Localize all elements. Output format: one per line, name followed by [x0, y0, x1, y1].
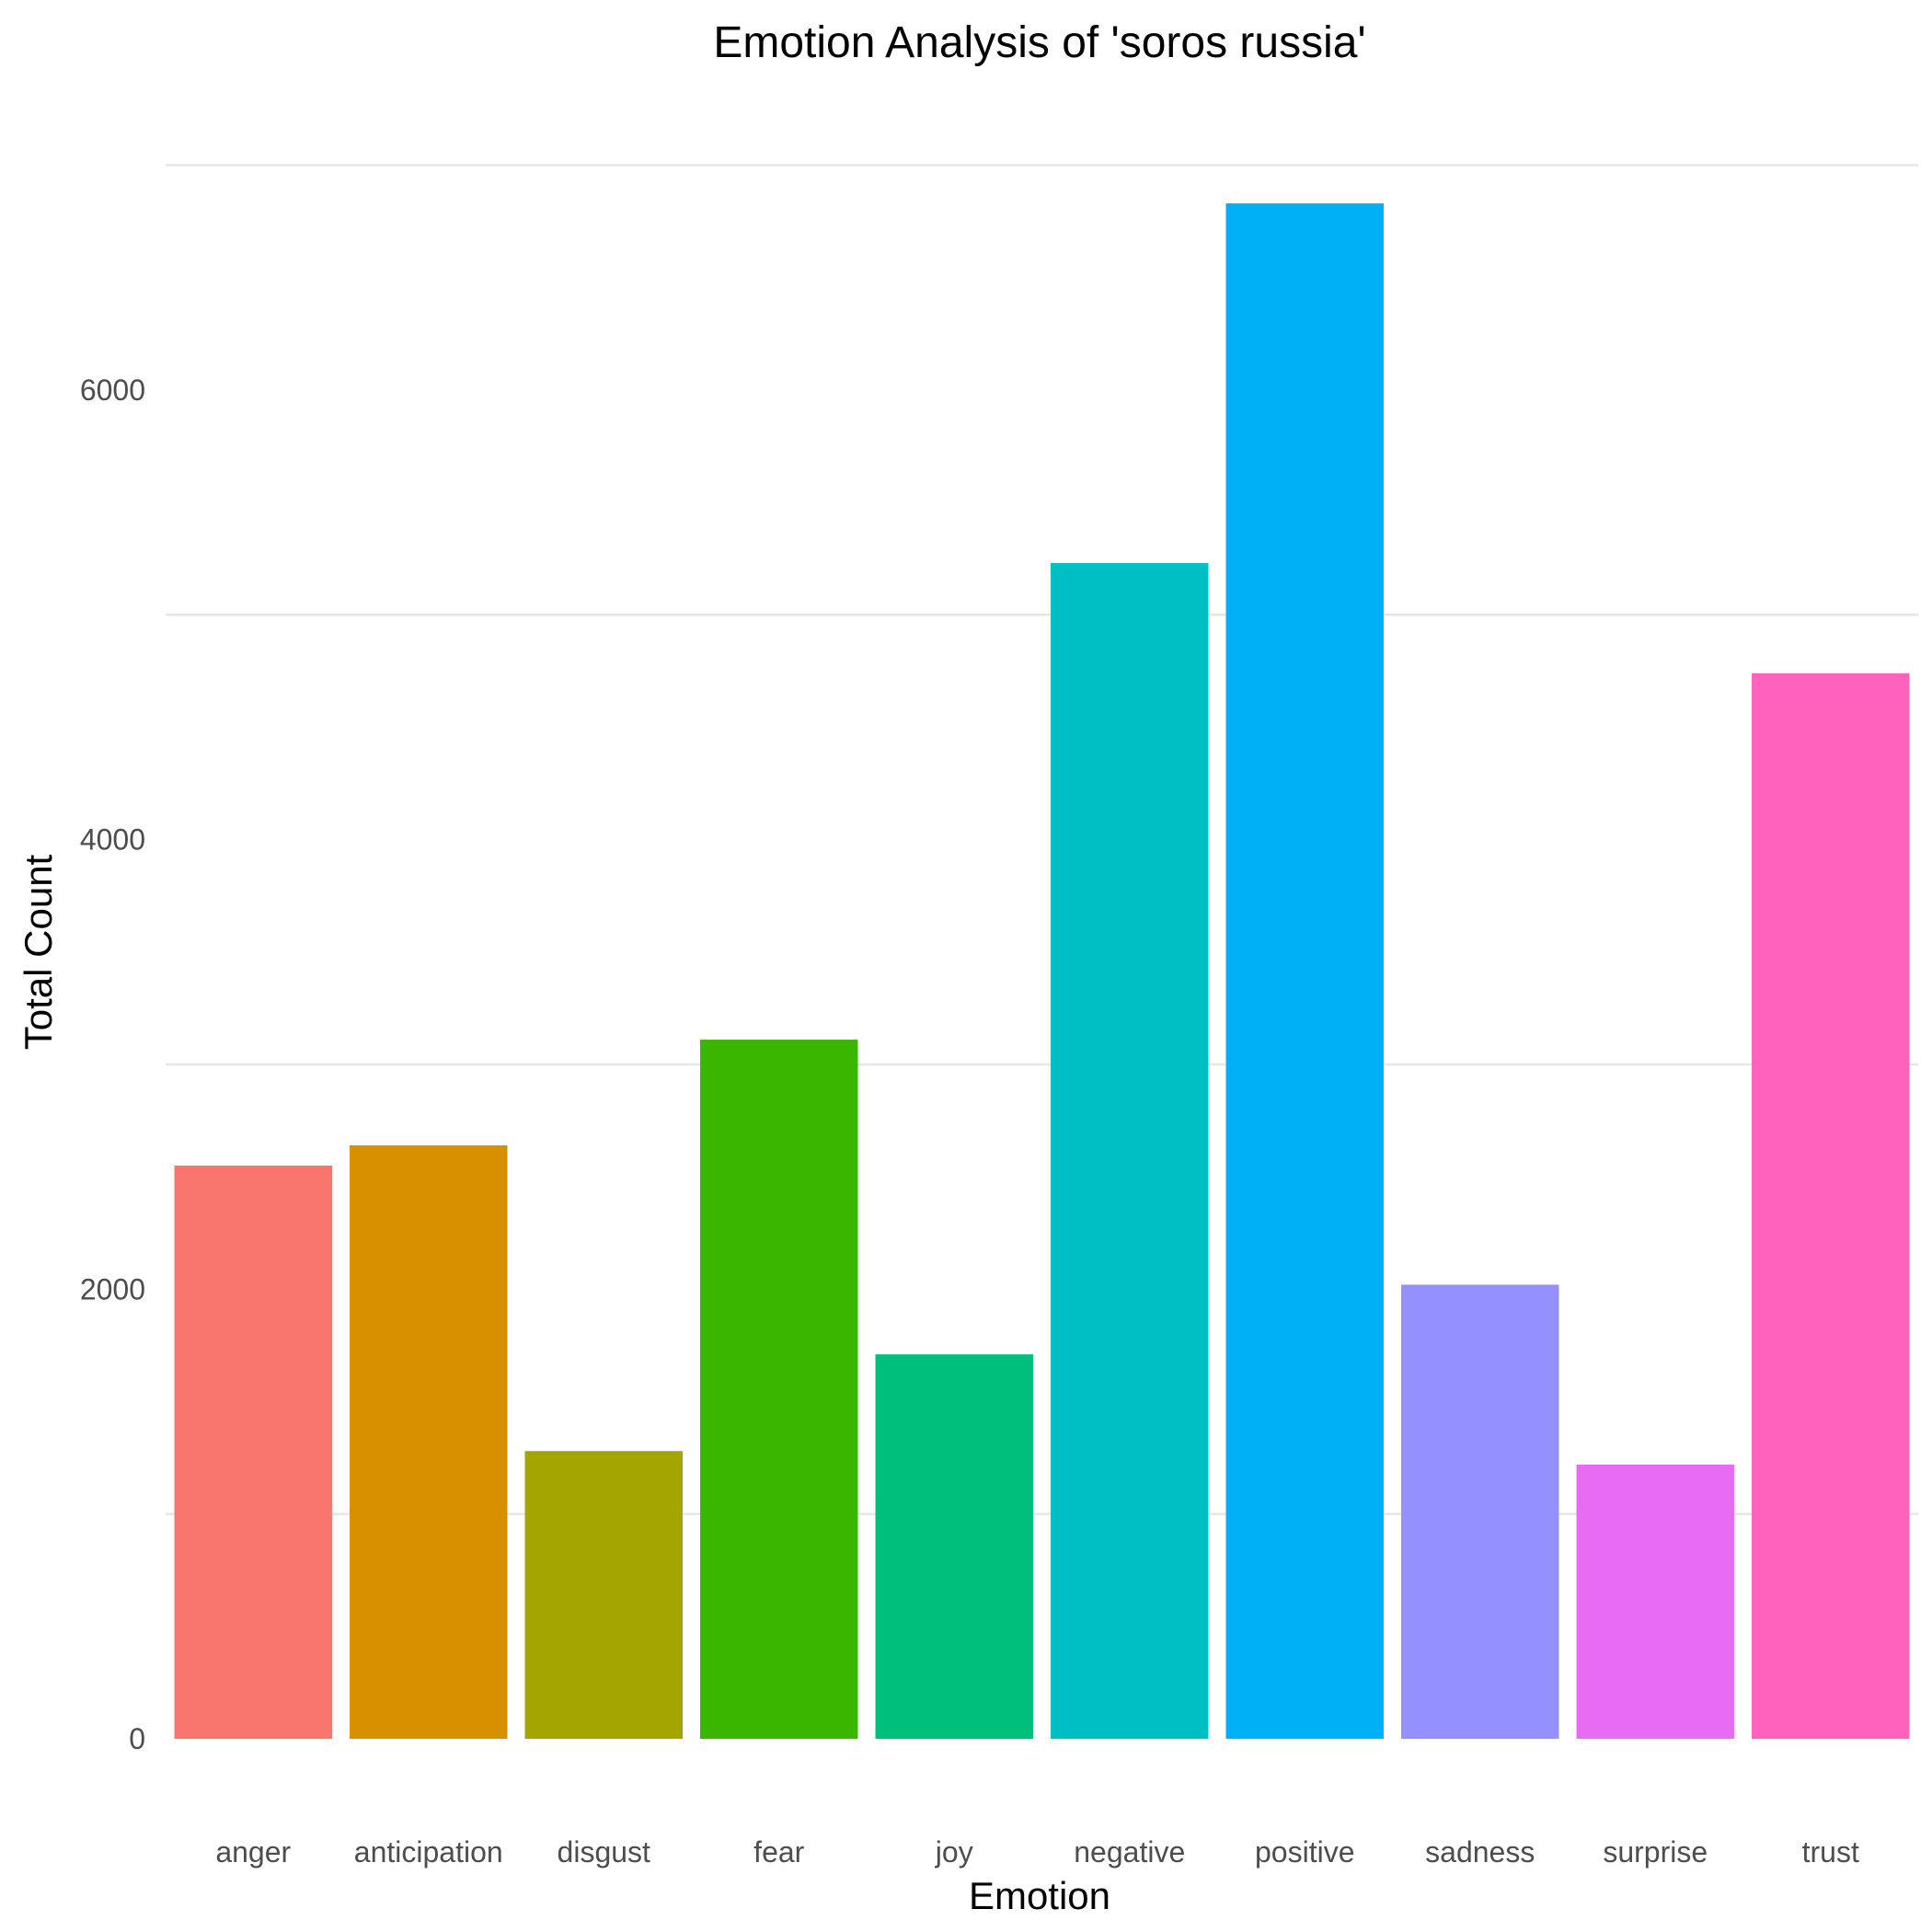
x-tick-label-disgust: disgust	[558, 1835, 651, 1869]
x-tick-label-negative: negative	[1074, 1835, 1185, 1869]
bar-negative	[1051, 563, 1209, 1739]
x-tick-label-positive: positive	[1255, 1835, 1355, 1869]
x-tick-label-sadness: sadness	[1425, 1835, 1535, 1869]
x-axis-ticks: anger anticipation disgust fear joy negative p…	[215, 1835, 1859, 1869]
bar-sadness	[1401, 1284, 1559, 1739]
chart-title: Emotion Analysis of 'soros russia'	[713, 18, 1365, 67]
x-tick-label-fear: fear	[753, 1835, 804, 1869]
bar-surprise	[1576, 1464, 1734, 1739]
bar-positive	[1225, 203, 1384, 1740]
x-tick-label-anger: anger	[215, 1835, 291, 1869]
bar-fear	[700, 1040, 858, 1739]
bars	[174, 203, 1910, 1740]
x-tick-label-surprise: surprise	[1603, 1835, 1708, 1869]
bar-disgust	[524, 1451, 683, 1739]
x-tick-label-joy: joy	[935, 1835, 973, 1869]
y-tick-label-0: 0	[129, 1722, 145, 1755]
bar-anger	[174, 1165, 332, 1739]
bar-joy	[875, 1354, 1033, 1739]
y-tick-label-1: 2000	[80, 1272, 145, 1305]
bar-anticipation	[350, 1144, 508, 1739]
x-tick-label-trust: trust	[1802, 1835, 1859, 1869]
bar-trust	[1752, 673, 1910, 1739]
x-tick-label-anticipation: anticipation	[354, 1835, 503, 1869]
x-axis-title: Emotion	[969, 1874, 1110, 1917]
y-tick-label-3: 6000	[80, 374, 145, 407]
y-axis-ticks: 0 2000 4000 6000	[80, 374, 145, 1755]
y-tick-label-2: 4000	[80, 823, 145, 857]
y-axis-title: Total Count	[17, 854, 60, 1050]
